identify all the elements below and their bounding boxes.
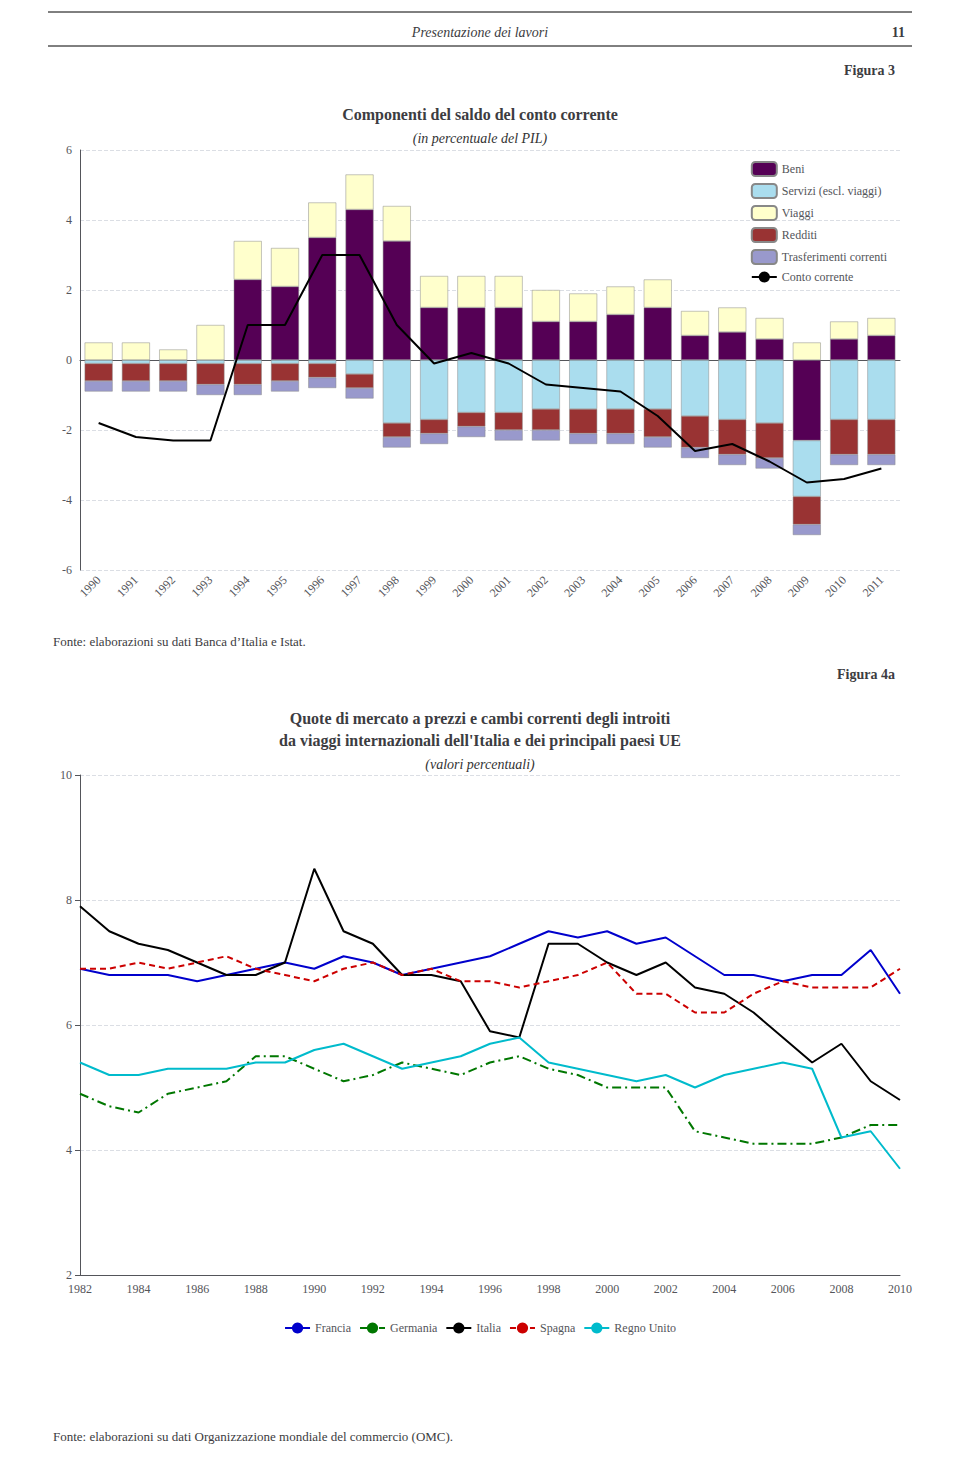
svg-text:2008: 2008 [748, 573, 775, 600]
svg-text:0: 0 [66, 353, 72, 367]
svg-text:-2: -2 [62, 423, 72, 437]
svg-text:1991: 1991 [114, 573, 141, 600]
svg-text:1988: 1988 [244, 1282, 268, 1296]
svg-text:2004: 2004 [599, 573, 626, 600]
svg-text:1993: 1993 [189, 573, 216, 600]
svg-text:-6: -6 [62, 563, 72, 577]
svg-text:Componenti del saldo del conto: Componenti del saldo del conto corrente [342, 106, 618, 124]
svg-text:1994: 1994 [226, 573, 253, 600]
svg-text:Conto corrente: Conto corrente [782, 270, 854, 284]
svg-text:2011: 2011 [860, 573, 887, 600]
svg-text:4: 4 [66, 213, 72, 227]
svg-text:2009: 2009 [785, 573, 812, 600]
svg-text:Italia: Italia [476, 1321, 501, 1335]
svg-text:1990: 1990 [302, 1282, 326, 1296]
svg-text:2002: 2002 [524, 573, 551, 600]
svg-text:Quote di mercato a prezzi e ca: Quote di mercato a prezzi e cambi corren… [290, 710, 671, 728]
svg-text:2003: 2003 [561, 573, 588, 600]
svg-text:8: 8 [66, 893, 72, 907]
svg-text:2010: 2010 [888, 1282, 912, 1296]
svg-text:2000: 2000 [595, 1282, 619, 1296]
svg-text:Trasferimenti correnti: Trasferimenti correnti [782, 250, 888, 264]
svg-text:2001: 2001 [487, 573, 514, 600]
svg-text:Regno Unito: Regno Unito [614, 1321, 676, 1335]
svg-text:Redditi: Redditi [782, 228, 818, 242]
svg-text:2: 2 [66, 1268, 72, 1282]
svg-text:(in percentuale del PIL): (in percentuale del PIL) [413, 131, 548, 147]
svg-text:6: 6 [66, 143, 72, 157]
svg-text:1984: 1984 [127, 1282, 151, 1296]
svg-text:Fonte: elaborazioni su dati Or: Fonte: elaborazioni su dati Organizzazio… [53, 1429, 453, 1444]
svg-text:Figura 4a: Figura 4a [837, 667, 895, 682]
svg-text:11: 11 [892, 25, 905, 40]
svg-text:1995: 1995 [263, 573, 290, 600]
svg-text:1998: 1998 [375, 573, 402, 600]
svg-text:1986: 1986 [185, 1282, 209, 1296]
svg-text:1982: 1982 [68, 1282, 92, 1296]
svg-text:Figura 3: Figura 3 [844, 63, 895, 78]
svg-text:Servizi (escl. viaggi): Servizi (escl. viaggi) [782, 184, 882, 198]
svg-text:1997: 1997 [338, 573, 365, 600]
svg-text:1990: 1990 [77, 573, 104, 600]
svg-text:1996: 1996 [478, 1282, 502, 1296]
svg-text:2000: 2000 [449, 573, 476, 600]
svg-text:Fonte: elaborazioni su dati Ba: Fonte: elaborazioni su dati Banca d’Ital… [53, 634, 306, 649]
svg-text:da viaggi internazionali dell': da viaggi internazionali dell'Italia e d… [279, 732, 681, 750]
svg-text:2005: 2005 [636, 573, 663, 600]
svg-text:2006: 2006 [771, 1282, 795, 1296]
svg-text:10: 10 [60, 768, 72, 782]
svg-text:Presentazione dei lavori: Presentazione dei lavori [411, 25, 548, 40]
svg-text:Spagna: Spagna [540, 1321, 576, 1335]
svg-text:2010: 2010 [822, 573, 849, 600]
svg-text:1999: 1999 [412, 573, 439, 600]
svg-text:2007: 2007 [710, 573, 737, 600]
svg-text:1992: 1992 [151, 573, 178, 600]
svg-text:(valori percentuali): (valori percentuali) [425, 757, 535, 773]
svg-text:2008: 2008 [829, 1282, 853, 1296]
svg-text:1996: 1996 [300, 573, 327, 600]
svg-text:6: 6 [66, 1018, 72, 1032]
svg-text:Viaggi: Viaggi [782, 206, 815, 220]
svg-text:2: 2 [66, 283, 72, 297]
svg-text:1992: 1992 [361, 1282, 385, 1296]
svg-text:-4: -4 [62, 493, 72, 507]
svg-text:1998: 1998 [537, 1282, 561, 1296]
svg-text:4: 4 [66, 1143, 72, 1157]
svg-text:1994: 1994 [419, 1282, 443, 1296]
svg-text:2004: 2004 [712, 1282, 736, 1296]
svg-text:Beni: Beni [782, 162, 805, 176]
svg-text:2006: 2006 [673, 573, 700, 600]
svg-text:Germania: Germania [390, 1321, 438, 1335]
svg-text:2002: 2002 [654, 1282, 678, 1296]
svg-text:Francia: Francia [315, 1321, 352, 1335]
